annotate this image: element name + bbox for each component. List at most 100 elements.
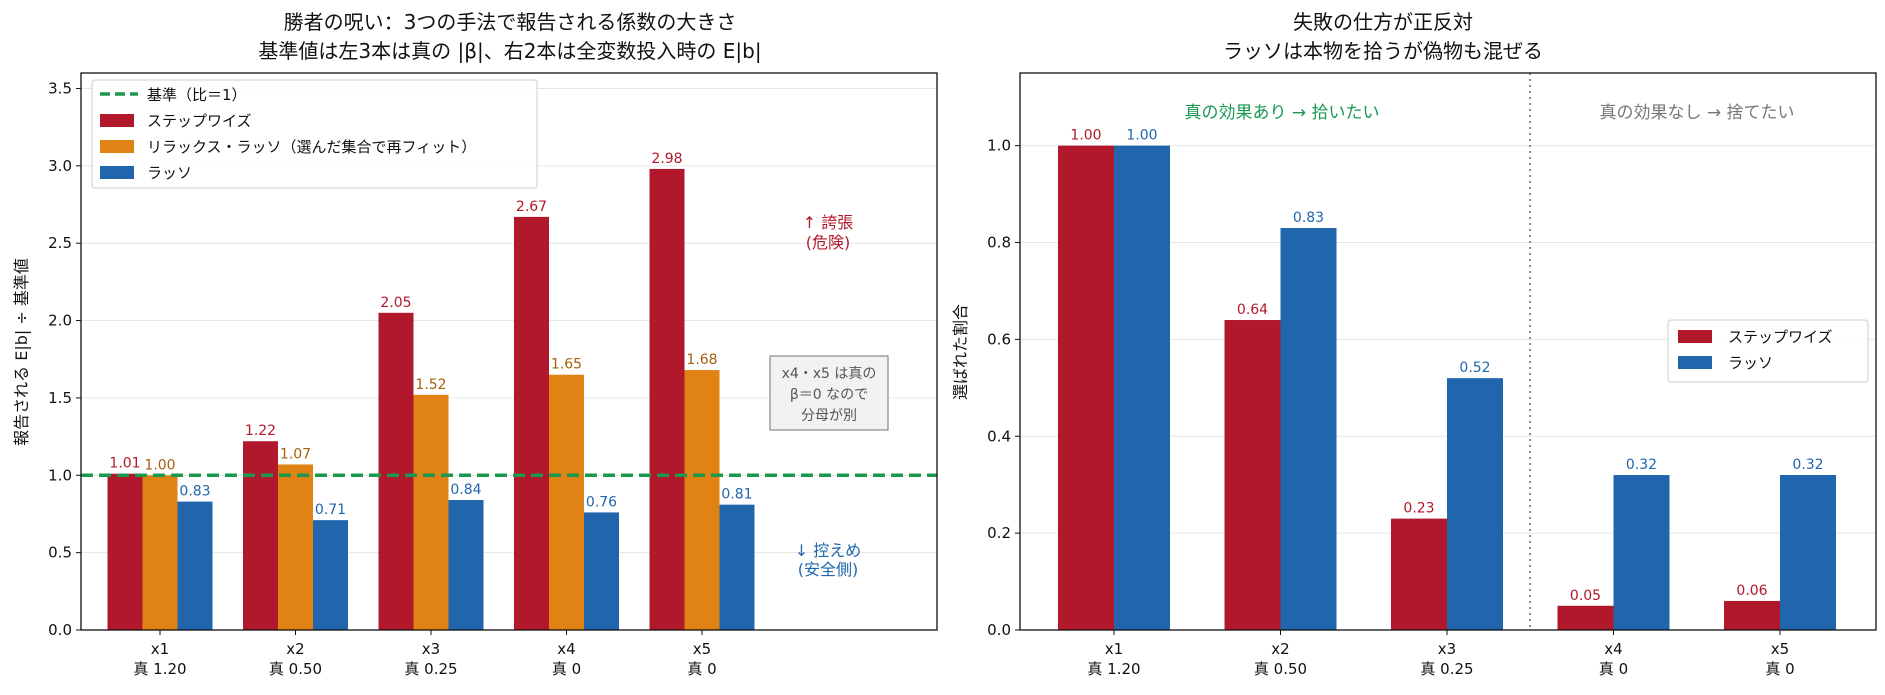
- left-data-label-lasso-x1: 0.83: [179, 484, 210, 500]
- left-data-label-stepwise-x5: 2.98: [651, 151, 682, 167]
- right-bar-stepwise-x4: [1557, 605, 1614, 630]
- left-chart: 勝者の呪い：3つの手法で報告される係数の大きさ 基準値は左3本は真の |β|、右…: [12, 10, 938, 678]
- left-legend: 基準（比＝1） ステップワイズ リラックス・ラッソ（選んだ集合で再フィット） ラ…: [91, 79, 538, 189]
- right-y-tick-label: 0.0: [987, 621, 1011, 639]
- right-data-label-stepwise-x4: 0.05: [1570, 588, 1601, 604]
- left-data-label-relaxed-x3: 1.52: [415, 377, 446, 393]
- left-x-tick-truth-x4: 真 0: [552, 660, 581, 678]
- right-bar-lasso-x4: [1613, 475, 1670, 630]
- legend-stepwise-label: ステップワイズ: [147, 112, 252, 130]
- modest-note-line1: ↓ 控えめ: [795, 541, 862, 560]
- left-y-tick-label: 1.0: [48, 466, 72, 484]
- right-legend-lasso-label: ラッソ: [1728, 354, 1773, 372]
- right-chart-title: 失敗の仕方が正反対: [1293, 10, 1473, 34]
- right-data-label-stepwise-x5: 0.06: [1736, 583, 1767, 599]
- right-chart: 失敗の仕方が正反対 ラッソは本物を拾うが偽物も混ぜる 1.00 0.64 0.23 0…: [951, 10, 1877, 678]
- right-data-label-lasso-x5: 0.32: [1792, 457, 1823, 473]
- right-data-label-lasso-x4: 0.32: [1626, 457, 1657, 473]
- legend-lasso-label: ラッソ: [147, 164, 192, 182]
- legend-relaxed-swatch: [100, 140, 134, 153]
- left-data-label-stepwise-x3: 2.05: [380, 295, 411, 311]
- right-y-ticks: 0.0 0.2 0.4 0.6 0.8 1.0: [987, 137, 1020, 639]
- denominator-note-line2: β＝0 なので: [790, 387, 868, 403]
- right-y-tick-label: 0.6: [987, 330, 1011, 348]
- left-y-axis-label: 報告される E|b| ÷ 基準値: [12, 258, 31, 446]
- left-data-label-relaxed-x1: 1.00: [144, 457, 175, 473]
- left-x-ticks: x1 真 1.20 x2 真 0.50 x3 真 0.25 x4 真 0 x5 真 0: [133, 630, 717, 678]
- right-legend-stepwise-swatch: [1678, 330, 1712, 343]
- right-y-tick-label: 0.2: [987, 524, 1011, 542]
- left-bar-lasso-x4: [584, 512, 619, 630]
- denominator-note-line1: x4・x5 は真の: [782, 366, 877, 382]
- left-legend-frame: [91, 79, 538, 189]
- no-effect-note: 真の効果なし → 捨てたい: [1599, 103, 1794, 123]
- denominator-note-box: [769, 355, 889, 431]
- right-data-label-lasso-x1: 1.00: [1126, 128, 1157, 144]
- left-x-tick-truth-x2: 真 0.50: [269, 660, 322, 678]
- left-bar-stepwise-x3: [378, 312, 414, 630]
- true-effect-note: 真の効果あり → 拾いたい: [1184, 103, 1379, 123]
- left-x-tick-label-x5: x5: [693, 640, 711, 658]
- exaggeration-note-line1: ↑ 誇張: [803, 213, 854, 232]
- right-legend: ステップワイズ ラッソ: [1667, 319, 1869, 383]
- left-data-label-stepwise-x1: 1.01: [109, 456, 140, 472]
- right-y-tick-label: 0.4: [987, 427, 1011, 445]
- left-data-label-lasso-x5: 0.81: [721, 487, 752, 503]
- left-bar-relaxed-x2: [278, 464, 313, 630]
- left-x-tick-label-x3: x3: [422, 640, 440, 658]
- right-data-label-stepwise-x2: 0.64: [1237, 302, 1268, 318]
- legend-relaxed-label: リラックス・ラッソ（選んだ集合で再フィット）: [147, 138, 476, 156]
- right-data-label-lasso-x2: 0.83: [1293, 210, 1324, 226]
- right-legend-lasso-swatch: [1678, 356, 1712, 369]
- right-chart-subtitle: ラッソは本物を拾うが偽物も混ぜる: [1223, 39, 1543, 63]
- right-bar-stepwise-x1: [1058, 145, 1114, 631]
- left-bars: [107, 168, 755, 630]
- legend-baseline-label: 基準（比＝1）: [147, 86, 247, 104]
- right-bars: [1058, 145, 1836, 631]
- right-data-label-stepwise-x3: 0.23: [1403, 501, 1434, 517]
- left-bar-relaxed-x3: [413, 394, 449, 630]
- left-x-tick-label-x1: x1: [151, 640, 169, 658]
- left-bar-stepwise-x1: [107, 473, 143, 630]
- right-bar-stepwise-x5: [1724, 600, 1780, 630]
- left-y-tick-label: 2.5: [48, 234, 72, 252]
- right-bar-lasso-x2: [1280, 227, 1337, 630]
- left-bar-relaxed-x1: [142, 475, 178, 630]
- left-bar-lasso-x5: [719, 504, 755, 630]
- right-x-ticks: x1 真 1.20 x2 真 0.50 x3 真 0.25 x4 真 0 x5 真 0: [1087, 630, 1795, 678]
- right-bar-stepwise-x3: [1391, 518, 1447, 630]
- right-data-labels: 1.00 0.64 0.23 0.05 0.06 1.00 0.83 0.52 0.32 0.32: [1070, 128, 1823, 604]
- left-data-label-stepwise-x2: 1.22: [245, 423, 276, 439]
- modest-note-line2: (安全側): [798, 560, 859, 579]
- left-bar-lasso-x3: [448, 500, 484, 630]
- right-bar-lasso-x3: [1447, 378, 1503, 630]
- left-x-tick-truth-x3: 真 0.25: [404, 660, 457, 678]
- left-data-label-lasso-x3: 0.84: [450, 482, 481, 498]
- right-x-tick-label-x3: x3: [1438, 640, 1456, 658]
- right-x-tick-truth-x3: 真 0.25: [1420, 660, 1473, 678]
- right-data-label-lasso-x3: 0.52: [1459, 360, 1490, 376]
- left-bar-stepwise-x2: [243, 441, 278, 630]
- left-chart-subtitle: 基準値は左3本は真の |β|、右2本は全変数投入時の E|b|: [258, 39, 761, 63]
- left-y-tick-label: 0.0: [48, 621, 72, 639]
- left-y-tick-label: 2.0: [48, 312, 72, 330]
- left-chart-title: 勝者の呪い：3つの手法で報告される係数の大きさ: [284, 10, 737, 34]
- right-plot-frame: [1019, 72, 1877, 631]
- right-y-tick-label: 1.0: [987, 137, 1011, 155]
- right-legend-frame: [1667, 319, 1869, 383]
- legend-lasso-swatch: [100, 166, 134, 179]
- right-y-axis-label: 選ばれた割合: [951, 304, 970, 400]
- left-data-label-relaxed-x5: 1.68: [686, 352, 717, 368]
- left-y-tick-label: 1.5: [48, 389, 72, 407]
- left-bar-lasso-x1: [177, 501, 213, 630]
- right-x-tick-label-x2: x2: [1271, 640, 1289, 658]
- left-x-tick-label-x4: x4: [557, 640, 575, 658]
- legend-stepwise-swatch: [100, 114, 134, 127]
- exaggeration-note-line2: (危険): [806, 233, 851, 252]
- right-x-tick-truth-x1: 真 1.20: [1087, 660, 1140, 678]
- left-bar-lasso-x2: [313, 520, 348, 630]
- left-bar-relaxed-x4: [549, 374, 584, 630]
- right-x-tick-label-x5: x5: [1771, 640, 1789, 658]
- left-data-label-relaxed-x2: 1.07: [280, 446, 311, 462]
